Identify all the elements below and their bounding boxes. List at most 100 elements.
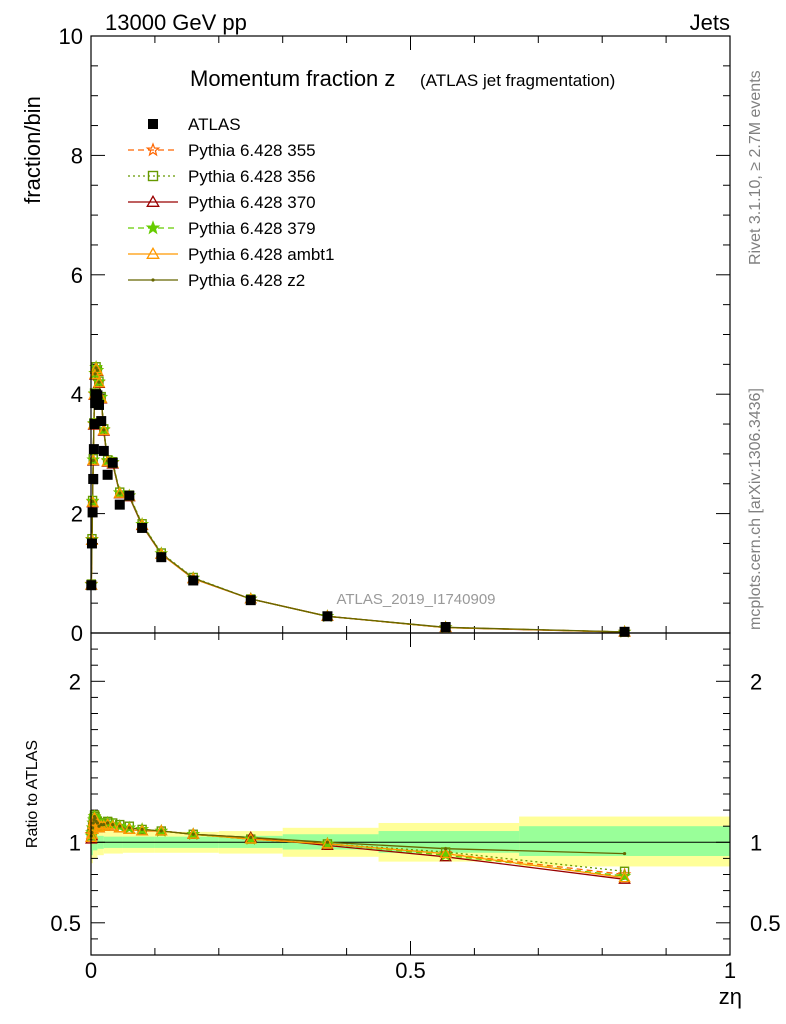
y-tick-label: 2 (71, 502, 83, 527)
ratio-point (618, 871, 631, 883)
ratio-point (92, 821, 106, 833)
x-tick-labels: 0 0.5 1 (85, 958, 736, 983)
ratio-point (244, 832, 258, 844)
data-point (87, 507, 98, 518)
data-point (98, 445, 109, 456)
ratio-point (123, 822, 136, 834)
data-point (88, 444, 99, 455)
ratio-tick-label-left: 2 (69, 669, 81, 694)
data-point (93, 399, 104, 410)
legend-label: Pythia 6.428 356 (188, 167, 316, 186)
ratio-point (325, 840, 330, 844)
ratio-point (159, 829, 163, 833)
ratio-point (444, 847, 448, 851)
ratio-point (154, 824, 168, 836)
data-point (102, 469, 113, 480)
series-point (94, 366, 98, 370)
legend-marker (146, 246, 160, 259)
ratio-tick-label-right: 0.5 (750, 911, 781, 936)
data-point (440, 622, 451, 633)
series-point (86, 495, 99, 507)
header-collision: 13000 GeV pp (105, 10, 247, 35)
data-point (137, 522, 148, 533)
main-frame (90, 35, 731, 634)
ratio-point (99, 822, 103, 827)
side-label-mcplots: mcplots.cern.ch [arXiv:1306.3436] (747, 388, 764, 630)
legend-marker (145, 142, 161, 157)
series-point (97, 380, 101, 384)
ratio-tick-label-right: 1 (750, 830, 762, 855)
ratio-point (97, 824, 101, 828)
series-point (93, 372, 97, 376)
ratio-point (186, 827, 200, 839)
series-point (92, 376, 106, 388)
legend-label: Pythia 6.428 z2 (188, 271, 305, 290)
legend-marker (148, 119, 158, 129)
legend-label: Pythia 6.428 379 (188, 219, 316, 238)
ratio-point (106, 821, 110, 825)
legend: ATLAS Pythia 6.428 355 Pythia 6.428 356 Pyt… (128, 115, 334, 290)
x-tick-label: 0.5 (395, 958, 426, 983)
ratio-point (102, 822, 106, 827)
y-tick-label: 4 (71, 382, 83, 407)
data-point (322, 611, 333, 622)
data-point (96, 416, 107, 427)
data-point (86, 538, 97, 549)
ratio-point (111, 822, 115, 827)
ratio-point (90, 826, 95, 830)
main-panel: 0 2 4 6 8 10 (59, 24, 731, 646)
ratio-point (439, 847, 452, 859)
ratio-point (95, 821, 99, 825)
x-axis-label: zη (719, 984, 742, 1009)
series-point (102, 428, 106, 432)
data-point (92, 390, 103, 401)
ratio-point (91, 821, 95, 825)
legend-marker (151, 278, 155, 282)
header-category: Jets (690, 10, 730, 35)
ratio-point (93, 816, 97, 820)
series-point (118, 491, 122, 495)
legend-label: Pythia 6.428 355 (188, 141, 316, 160)
ratio-point (622, 851, 627, 856)
ratio-point (249, 835, 253, 840)
ratio-tick-label-right: 2 (750, 669, 762, 694)
chart-title: Momentum fraction z (190, 66, 395, 91)
ratio-tick-label-left: 0.5 (50, 911, 81, 936)
series-point (91, 458, 95, 463)
y-tick-label: 0 (71, 621, 83, 646)
ratio-point (191, 832, 195, 836)
ratio-point (135, 824, 149, 836)
series-point (113, 486, 127, 498)
ratio-point (106, 819, 120, 831)
side-label-rivet: Rivet 3.1.10, ≥ 2.7M events (747, 70, 764, 265)
data-point (245, 595, 256, 606)
y-tick-label: 6 (71, 263, 83, 288)
ratio-frame (90, 632, 731, 956)
series-point (91, 364, 104, 376)
ratio-axis-label: Ratio to ATLAS (24, 740, 41, 848)
ratio-tick-label-left: 1 (69, 830, 81, 855)
ratio-point (118, 824, 122, 828)
ratio-axis-ticks: 0.5 0.5 1 1 2 2 (50, 632, 781, 956)
y-axis-label: fraction/bin (20, 96, 45, 204)
legend-marker (145, 220, 161, 235)
ratio-point (127, 826, 131, 830)
legend-label: Pythia 6.428 ambt1 (188, 245, 334, 264)
x-tick-label: 1 (724, 958, 736, 983)
ratio-point (113, 821, 127, 833)
ratio-point (140, 827, 144, 832)
analysis-watermark: ATLAS_2019_I1740909 (336, 591, 495, 608)
ratio-point (617, 868, 632, 882)
legend-marker (146, 194, 160, 207)
data-point (619, 626, 630, 637)
data-point (89, 419, 100, 430)
ratio-panel: 0.5 0.5 1 1 2 2 (50, 632, 781, 956)
chart-title-suffix: (ATLAS jet fragmentation) (420, 71, 615, 90)
legend-label: ATLAS (188, 115, 241, 134)
legend-marker (147, 170, 159, 182)
main-series-markers (84, 360, 632, 638)
data-point (156, 552, 167, 563)
series-point (95, 368, 99, 372)
series-point (90, 500, 95, 504)
